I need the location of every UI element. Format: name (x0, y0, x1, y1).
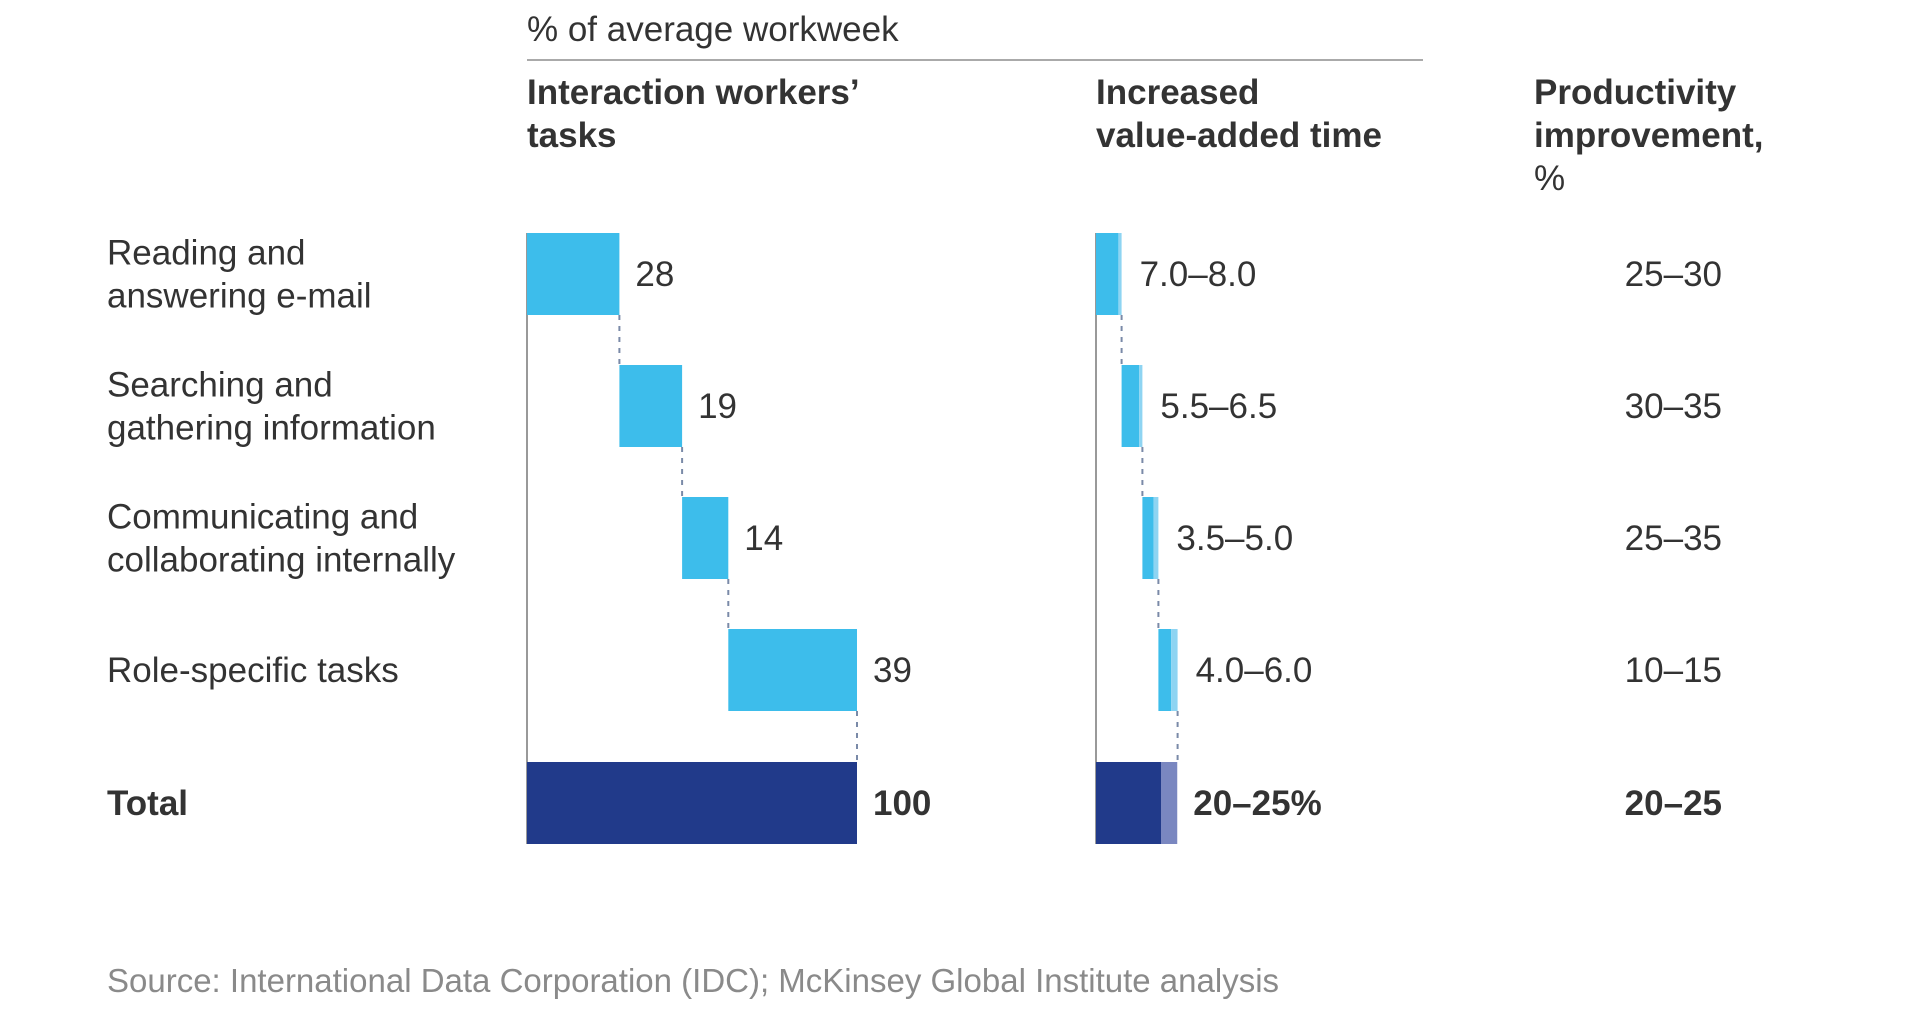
row-label: Reading and (107, 234, 306, 273)
task-bar (682, 497, 729, 579)
row-label: Role-specific tasks (107, 651, 399, 690)
value-label: 7.0–8.0 (1140, 255, 1257, 294)
productivity-value: 30–35 (1625, 387, 1722, 426)
value-bar-range (1118, 233, 1122, 315)
row-label: collaborating internally (107, 541, 456, 580)
header-tasks: Interaction workers’ tasks (527, 73, 860, 155)
productivity-value: 25–35 (1625, 519, 1722, 558)
row-label: gathering information (107, 409, 436, 448)
value-bar-low (1121, 365, 1140, 447)
header-value-added: Increased value-added time (1096, 73, 1382, 155)
row-label: answering e-mail (107, 277, 372, 316)
productivity-value: 10–15 (1625, 651, 1722, 690)
header-productivity: Productivity improvement, % (1534, 73, 1764, 198)
value-bar-range (1139, 365, 1143, 447)
header-tasks-line2: tasks (527, 116, 617, 155)
task-value-label: 39 (873, 651, 912, 690)
row-label: Communicating and (107, 498, 418, 537)
task-bar (527, 233, 620, 315)
value-label: 3.5–5.0 (1176, 519, 1293, 558)
value-label: 4.0–6.0 (1196, 651, 1313, 690)
header-value-line2: value-added time (1096, 116, 1382, 155)
header-prod-line3: % (1534, 159, 1565, 198)
source-note: Source: International Data Corporation (… (107, 962, 1279, 999)
header-value-line1: Increased (1096, 73, 1259, 112)
productivity-value: 25–30 (1625, 255, 1722, 294)
total-value-label: 20–25% (1193, 784, 1321, 823)
value-bar-range (1153, 497, 1159, 579)
row-label: Searching and (107, 366, 333, 405)
task-value-label: 19 (698, 387, 737, 426)
chart-subtitle: % of average workweek (527, 10, 899, 49)
total-task-value: 100 (873, 784, 931, 823)
task-bar (728, 629, 857, 711)
value-bar-range (1171, 629, 1178, 711)
value-bar-low (1096, 233, 1119, 315)
task-bar (619, 365, 683, 447)
task-value-label: 28 (635, 255, 674, 294)
header-prod-line2: improvement, (1534, 116, 1764, 155)
total-value-bar-range (1161, 762, 1178, 844)
total-task-bar (527, 762, 857, 844)
total-label: Total (107, 784, 188, 823)
value-label: 5.5–6.5 (1160, 387, 1277, 426)
total-productivity: 20–25 (1625, 784, 1722, 823)
header-prod-line1: Productivity (1534, 73, 1737, 112)
task-value-label: 14 (744, 519, 783, 558)
value-bar-low (1142, 497, 1154, 579)
value-bar-low (1158, 629, 1172, 711)
total-value-bar-low (1096, 762, 1161, 844)
header-tasks-line1: Interaction workers’ (527, 73, 860, 112)
